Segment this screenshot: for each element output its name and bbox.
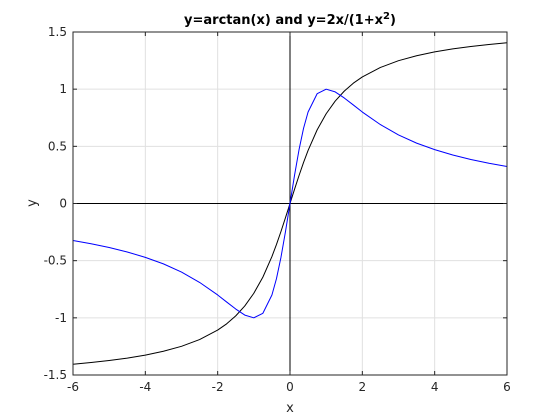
y-tick-label: 1.5 — [48, 25, 67, 39]
y-tick-label: 0.5 — [48, 139, 67, 153]
x-tick-label: -2 — [212, 380, 224, 394]
y-tick-label: -0.5 — [44, 254, 67, 268]
x-tick-label: 4 — [431, 380, 439, 394]
y-axis-label: y — [25, 199, 40, 207]
x-tick-label: 2 — [359, 380, 367, 394]
x-tick-label: -4 — [139, 380, 151, 394]
series-line-2 — [72, 88, 508, 319]
chart-title: y=arctan(x) and y=2x/(1+x2) — [184, 11, 396, 28]
x-tick-label: 6 — [503, 380, 511, 394]
y-tick-label: -1 — [55, 311, 67, 325]
x-tick-label: 0 — [286, 380, 294, 394]
y-tick-label: 0 — [59, 197, 67, 211]
x-tick-labels: -6 -4 -2 0 2 4 6 — [67, 380, 511, 394]
y-tick-label: 1 — [59, 82, 67, 96]
y-tick-labels: -1.5 -1 -0.5 0 0.5 1 1.5 — [44, 25, 67, 382]
y-tick-label: -1.5 — [44, 368, 67, 382]
x-tick-label: -6 — [67, 380, 79, 394]
series-group — [72, 42, 508, 365]
x-axis-label: x — [286, 401, 294, 416]
tick-marks — [72, 31, 508, 376]
